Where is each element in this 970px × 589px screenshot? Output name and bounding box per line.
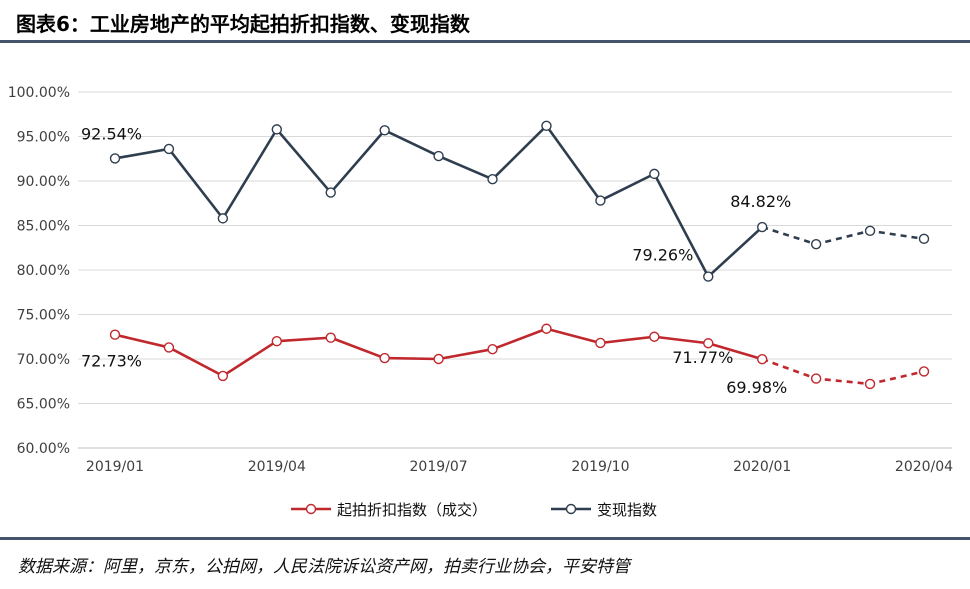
data-point bbox=[541, 323, 552, 334]
top-rule bbox=[0, 40, 970, 43]
source-note: 数据来源：阿里，京东，公拍网，人民法院诉讼资产网，拍卖行业协会，平安特管 bbox=[18, 557, 630, 577]
data-point bbox=[810, 238, 822, 250]
x-tick-label: 2019/04 bbox=[248, 459, 306, 475]
y-tick-label: 65.00% bbox=[17, 397, 70, 413]
data-point bbox=[487, 174, 498, 185]
x-tick-label: 2020/01 bbox=[733, 459, 791, 475]
data-label: 71.77% bbox=[672, 348, 733, 367]
data-label: 92.54% bbox=[81, 124, 142, 143]
legend-swatch-marker bbox=[305, 503, 317, 515]
y-tick-label: 60.00% bbox=[17, 441, 70, 457]
y-tick-label: 75.00% bbox=[17, 308, 70, 324]
data-point bbox=[325, 187, 336, 198]
x-tick-label: 2020/04 bbox=[895, 459, 953, 475]
data-point bbox=[379, 125, 390, 136]
data-point bbox=[595, 337, 606, 349]
series-line-solid-0 bbox=[114, 327, 763, 378]
data-point bbox=[379, 352, 390, 364]
x-tick-label: 2019/07 bbox=[410, 459, 468, 475]
y-tick-label: 90.00% bbox=[17, 174, 70, 190]
data-point bbox=[810, 373, 822, 384]
data-point bbox=[271, 336, 282, 347]
data-point bbox=[487, 344, 498, 355]
data-point bbox=[757, 353, 768, 365]
data-point bbox=[864, 378, 876, 390]
y-tick-label: 95.00% bbox=[17, 130, 70, 146]
data-point bbox=[757, 221, 768, 233]
data-point bbox=[864, 225, 876, 237]
data-point bbox=[271, 124, 282, 135]
data-point bbox=[541, 120, 552, 132]
data-point bbox=[433, 353, 444, 365]
y-tick-label: 100.00% bbox=[8, 85, 70, 101]
data-point bbox=[325, 332, 336, 343]
data-label: 69.98% bbox=[726, 378, 787, 397]
data-point bbox=[217, 370, 229, 382]
series-line-dashed-1 bbox=[761, 225, 925, 246]
data-point bbox=[595, 195, 606, 206]
legend-label: 起拍折扣指数（成交） bbox=[337, 501, 487, 519]
x-tick-label: 2019/01 bbox=[86, 459, 144, 475]
data-label: 72.73% bbox=[81, 352, 142, 371]
data-point bbox=[109, 153, 121, 164]
line-chart: 100.00% 95.00% 90.00% 85.00% 80.00% 75.00% 70.… bbox=[8, 85, 953, 519]
data-point bbox=[703, 271, 714, 282]
data-label: 79.26% bbox=[632, 246, 693, 265]
y-tick-label: 85.00% bbox=[17, 219, 70, 235]
chart-title: 图表6：工业房地产的平均起拍折扣指数、变现指数 bbox=[16, 12, 470, 36]
data-point bbox=[109, 329, 121, 340]
data-point bbox=[649, 168, 660, 180]
y-tick-label: 70.00% bbox=[17, 352, 70, 368]
data-point bbox=[163, 143, 175, 155]
bottom-rule bbox=[0, 537, 970, 540]
data-point bbox=[433, 150, 444, 162]
data-point bbox=[918, 233, 930, 245]
data-label: 84.82% bbox=[730, 192, 791, 211]
data-point bbox=[918, 366, 930, 377]
legend-swatch-marker bbox=[565, 503, 577, 515]
legend-label: 变现指数 bbox=[597, 501, 657, 519]
x-tick-label: 2019/10 bbox=[571, 459, 629, 475]
data-point bbox=[217, 213, 229, 224]
y-tick-label: 80.00% bbox=[17, 263, 70, 279]
data-point bbox=[163, 342, 175, 353]
data-point bbox=[703, 338, 714, 349]
data-point bbox=[649, 331, 660, 342]
